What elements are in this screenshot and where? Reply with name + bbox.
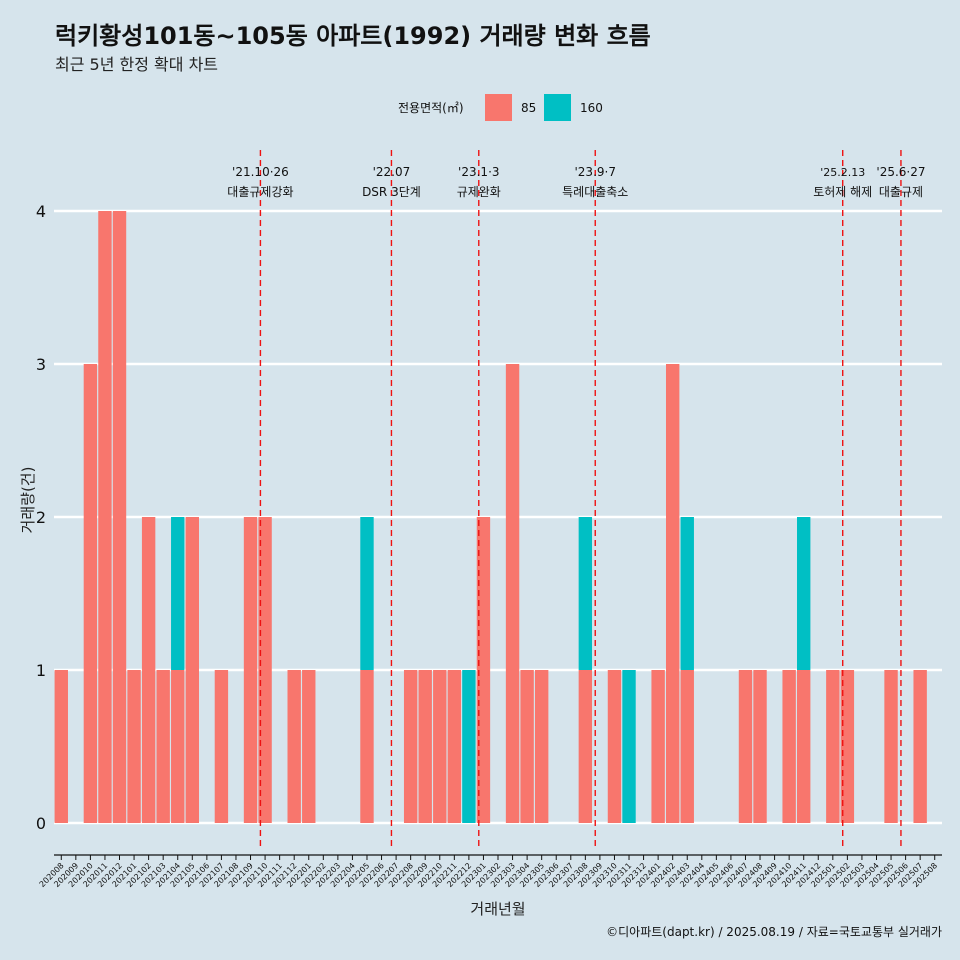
y-tick-label: 3 [36,355,46,374]
bar-85-202410 [782,670,796,823]
annotation-date: '23.9·7 [575,165,616,179]
annotation-date: '21.10·26 [232,165,289,179]
annotation-date: '25.2.13 [820,166,865,179]
annotation-date: '23.1·3 [458,165,499,179]
bar-85-202310 [607,670,622,823]
bar-85-202211 [447,670,462,823]
bar-85-202407 [738,670,753,823]
bar-160-202403 [680,517,694,670]
legend-swatch-85 [485,94,512,121]
bar-85-202501 [826,670,840,823]
bar-85-202101 [127,670,141,823]
bar-85-202208 [403,670,418,823]
bar-85-202507 [913,670,927,823]
bar-85-202403 [680,670,694,823]
x-axis: 2020082020092020102020112020122021012021… [38,854,942,889]
bar-85-202505 [884,670,898,823]
annotation-label: 토허제 해제 [813,185,872,199]
bar-85-202502 [840,670,855,823]
bar-85-202401 [651,670,665,823]
annotation-label: 대출규제 [879,185,923,199]
bar-85-202112 [287,670,301,823]
legend: 전용면적(㎡) 85 160 [398,94,603,121]
bar-160-202104 [171,517,185,670]
bar-85-202010 [83,364,98,823]
bar-160-202205 [360,517,374,670]
caption: ©디아파트(dapt.kr) / 2025.08.19 / 자료=국토교통부 실… [606,925,942,939]
bar-160-202308 [578,517,593,670]
bar-85-202107 [214,670,229,823]
bar-85-202308 [578,670,593,823]
chart-subtitle: 최근 5년 한정 확대 차트 [55,55,218,74]
bar-85-202411 [797,670,811,823]
annotation-date: '22.07 [373,165,411,179]
bar-85-202104 [171,670,185,823]
bar-85-202402 [665,364,680,823]
bar-85-202102 [141,517,156,823]
legend-title: 전용면적(㎡) [398,101,464,115]
bar-85-202201 [302,670,316,823]
y-tick-label: 4 [36,202,46,221]
annotation-label: DSR 3단계 [362,185,421,199]
annotation-lines [259,150,902,850]
bars [54,211,927,823]
y-tick-label: 1 [36,661,46,680]
annotation-label: 특례대출축소 [562,185,628,199]
annotation-label: 대출규제강화 [227,185,293,199]
bar-85-202304 [520,670,534,823]
bar-85-202303 [505,364,520,823]
x-axis-label: 거래년월 [470,900,525,918]
bar-85-202110 [258,517,272,823]
chart-title: 럭키황성101동~105동 아파트(1992) 거래량 변화 흐름 [55,22,651,50]
bar-85-202205 [360,670,374,823]
bar-85-202011 [98,211,112,823]
bar-85-202103 [156,670,170,823]
bar-85-202012 [112,211,127,823]
y-axis-label: 거래량(건) [19,467,37,534]
bar-85-202109 [243,517,258,823]
bar-160-202212 [462,670,476,823]
bar-85-202209 [418,670,432,823]
legend-label-85: 85 [521,101,536,115]
annotation-date: '25.6·27 [876,165,925,179]
bar-85-202301 [476,517,491,823]
bar-85-202305 [534,670,549,823]
bar-85-202105 [185,517,199,823]
bar-85-202210 [433,670,447,823]
bar-160-202411 [797,517,811,670]
bar-160-202311 [622,670,636,823]
bar-85-202008 [54,670,68,823]
legend-label-160: 160 [580,101,603,115]
y-axis: 0 1 2 3 4 [36,202,46,833]
y-tick-label: 2 [36,508,46,527]
legend-swatch-160 [544,94,571,121]
y-tick-label: 0 [36,814,46,833]
annotation-label: 규제완화 [457,185,501,199]
bar-85-202408 [753,670,767,823]
annotations: '21.10·26 대출규제강화 '22.07 DSR 3단계 '23.1·3 규제완화 '… [227,165,925,199]
